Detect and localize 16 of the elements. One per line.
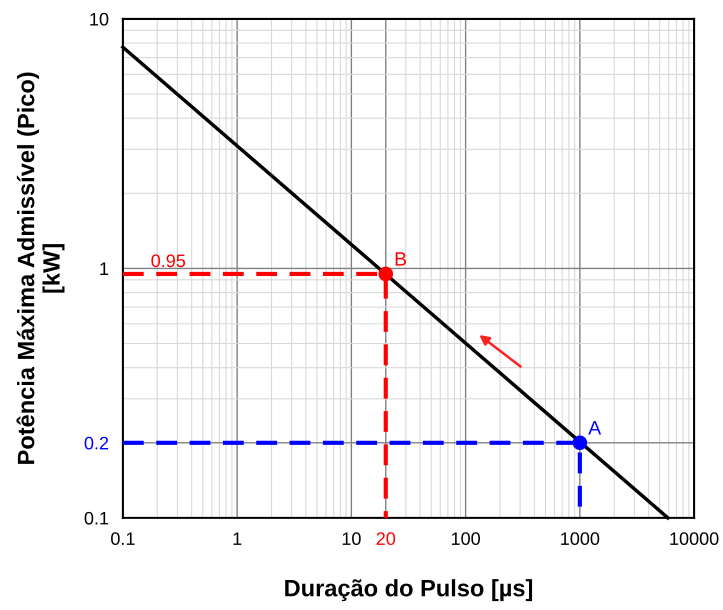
x-tick-label: 1 bbox=[234, 532, 242, 545]
x-axis-title: Duração do Pulso [µs] bbox=[285, 579, 532, 602]
y-axis-title: Potência Máxima Admissível (Pico) [kW] bbox=[16, 72, 64, 464]
x-tick-label: 100 bbox=[452, 532, 480, 546]
x-tick-label: 20 bbox=[376, 532, 396, 546]
annotation: A bbox=[588, 421, 602, 434]
annotation: B bbox=[396, 252, 406, 266]
x-tick-label: 10000 bbox=[670, 532, 718, 546]
y-tick-label: 10 bbox=[90, 12, 108, 26]
y-tick-label: 0.1 bbox=[84, 512, 108, 525]
x-tick-label: 1000 bbox=[561, 532, 600, 546]
x-tick-label: 10 bbox=[342, 532, 361, 546]
y-tick-label: 0.2 bbox=[84, 436, 108, 450]
annotation: 0.95 bbox=[151, 254, 186, 268]
x-tick-label: 0.1 bbox=[111, 532, 135, 546]
y-tick-label: 1 bbox=[100, 262, 108, 275]
